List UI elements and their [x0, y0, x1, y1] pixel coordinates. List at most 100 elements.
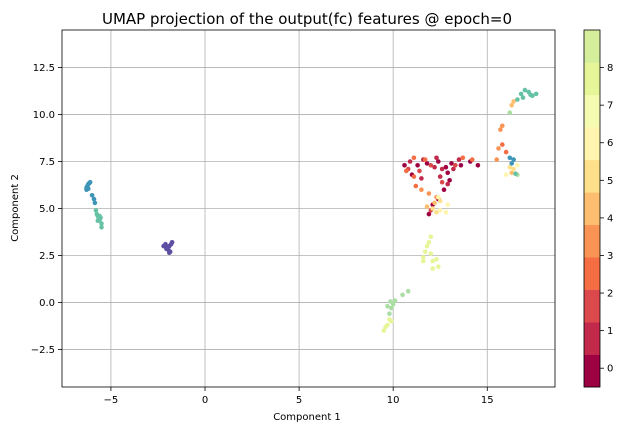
- scatter-point: [390, 302, 396, 307]
- scatter-point: [445, 170, 451, 176]
- scatter-point: [424, 204, 430, 209]
- scatter-point: [500, 142, 505, 147]
- scatter-point: [436, 159, 441, 164]
- scatter-point: [533, 91, 539, 97]
- scatter-point: [389, 318, 394, 324]
- scatter-point: [424, 161, 430, 166]
- scatter-point: [445, 181, 451, 187]
- colorbar-tick-label: 4: [607, 213, 613, 224]
- scatter-point: [503, 149, 509, 155]
- scatter-point: [388, 299, 393, 304]
- scatter-points: [84, 87, 539, 333]
- scatter-point: [441, 187, 447, 192]
- scatter-point: [437, 198, 443, 204]
- scatter-point: [434, 210, 439, 215]
- scatter-point: [507, 110, 513, 115]
- scatter-point: [511, 99, 516, 104]
- scatter-point: [413, 183, 419, 189]
- scatter-point: [426, 191, 432, 196]
- scatter-point: [89, 193, 95, 198]
- y-tick-label: 0.0: [39, 298, 55, 309]
- scatter-point: [509, 161, 514, 166]
- scatter-point: [430, 266, 436, 271]
- scatter-point: [511, 166, 516, 172]
- y-tick-label: 5.0: [39, 204, 55, 215]
- grid-lines: [62, 30, 555, 387]
- scatter-point: [424, 243, 430, 249]
- colorbar-segment: [584, 192, 600, 226]
- x-tick-label: 15: [481, 395, 494, 406]
- scatter-point: [167, 250, 172, 255]
- colorbar-segment: [584, 354, 600, 388]
- colorbar: 0 1 2 3 4 5 6 7 8: [583, 29, 613, 388]
- colorbar-tick-label: 1: [607, 326, 613, 337]
- colorbar-segment: [584, 257, 600, 290]
- scatter-point: [432, 164, 437, 170]
- scatter-point: [503, 172, 509, 177]
- scatter-point: [509, 102, 514, 108]
- scatter-point: [456, 157, 462, 162]
- scatter-point: [430, 206, 436, 211]
- scatter-point: [392, 298, 398, 303]
- scatter-point: [507, 155, 513, 161]
- scatter-point: [513, 171, 518, 176]
- colorbar-segment: [584, 127, 600, 161]
- scatter-point: [460, 155, 466, 161]
- scatter-point: [453, 163, 458, 168]
- scatter-point: [426, 240, 432, 245]
- colorbar-segment: [584, 224, 600, 258]
- scatter-point: [421, 255, 426, 260]
- scatter-point: [415, 163, 420, 168]
- scatter-point: [428, 163, 434, 168]
- scatter-point: [518, 91, 524, 97]
- scatter-point: [426, 211, 432, 217]
- y-tick-label: 2.5: [39, 251, 55, 262]
- scatter-point: [436, 264, 441, 270]
- scatter-point: [434, 155, 439, 161]
- scatter-point: [411, 174, 417, 179]
- colorbar-tick-label: 5: [607, 176, 613, 187]
- y-axis-ticks: −2.5 0.0 2.5 5.0 7.5 10.0 12.5: [31, 63, 62, 356]
- colorbar-segment: [584, 159, 600, 193]
- x-tick-label: −5: [104, 395, 119, 406]
- scatter-point: [507, 164, 513, 170]
- colorbar-frame: [583, 29, 601, 388]
- scatter-point: [411, 155, 417, 161]
- scatter-point: [432, 200, 437, 206]
- scatter-point: [445, 202, 451, 207]
- scatter-point: [402, 163, 407, 168]
- scatter-point: [400, 292, 405, 298]
- scatter-point: [169, 240, 175, 245]
- colorbar-tick-label: 6: [607, 138, 613, 149]
- scatter-point: [443, 210, 449, 215]
- scatter-point: [422, 157, 428, 162]
- scatter-point: [163, 241, 168, 247]
- y-tick-label: 7.5: [39, 157, 55, 168]
- scatter-point: [434, 256, 439, 262]
- colorbar-segment: [584, 322, 600, 355]
- x-axis-label: Component 1: [273, 412, 341, 423]
- scatter-point: [498, 127, 503, 132]
- scatter-point: [86, 186, 91, 192]
- scatter-point: [520, 95, 526, 100]
- scatter-point: [451, 166, 456, 172]
- scatter-point: [404, 168, 409, 174]
- y-tick-label: 12.5: [33, 63, 55, 74]
- scatter-point: [428, 251, 434, 256]
- scatter-point: [385, 303, 390, 309]
- colorbar-segment: [584, 30, 600, 63]
- scatter-point: [458, 163, 464, 168]
- x-axis-ticks: −5 0 5 10 15: [104, 387, 494, 406]
- scatter-point: [475, 163, 481, 168]
- y-axis-label: Component 2: [10, 174, 21, 242]
- scatter-point: [428, 234, 434, 239]
- scatter-point: [405, 288, 411, 294]
- x-tick-label: 5: [296, 395, 302, 406]
- colorbar-tick-label: 8: [607, 63, 613, 74]
- scatter-point: [528, 92, 533, 98]
- scatter-point: [449, 161, 454, 166]
- y-tick-label: 10.0: [33, 110, 55, 121]
- colorbar-segment: [584, 62, 600, 96]
- scatter-point: [436, 194, 441, 200]
- scatter-point: [417, 168, 422, 174]
